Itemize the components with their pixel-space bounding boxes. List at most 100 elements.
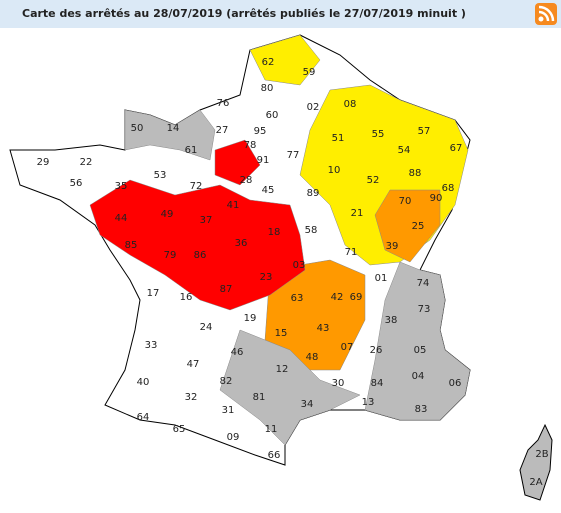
department-label: 90 <box>430 193 443 204</box>
department-label: 64 <box>137 412 150 423</box>
department-label: 21 <box>351 208 364 219</box>
department-label: 65 <box>173 424 186 435</box>
department-label: 30 <box>332 378 345 389</box>
department-label: 67 <box>450 143 463 154</box>
department-label: 55 <box>372 129 385 140</box>
department-label: 08 <box>344 99 357 110</box>
department-label: 42 <box>331 292 344 303</box>
zone-yellow-north <box>249 34 321 86</box>
department-label: 34 <box>301 399 314 410</box>
department-label: 49 <box>161 209 174 220</box>
department-label: 29 <box>37 157 50 168</box>
department-label: 17 <box>147 288 160 299</box>
department-label: 60 <box>266 110 279 121</box>
department-label: 80 <box>261 83 274 94</box>
department-label: 11 <box>265 424 278 435</box>
zone-grey-south <box>219 329 361 446</box>
header-bar: Carte des arrêtés au 28/07/2019 (arrêtés… <box>0 0 561 28</box>
department-label: 81 <box>253 392 266 403</box>
department-label: 41 <box>227 200 240 211</box>
department-label: 54 <box>398 145 411 156</box>
department-label: 78 <box>244 140 257 151</box>
department-label: 40 <box>137 377 150 388</box>
department-label: 72 <box>190 181 203 192</box>
department-label: 74 <box>417 278 430 289</box>
department-label: 27 <box>216 125 229 136</box>
rss-icon[interactable] <box>535 3 557 25</box>
department-label: 2B <box>535 449 548 460</box>
title: Carte des arrêtés au 28/07/2019 (arrêtés… <box>22 7 466 20</box>
department-label: 69 <box>350 292 363 303</box>
department-label: 87 <box>220 284 233 295</box>
department-label: 82 <box>220 376 233 387</box>
department-label: 85 <box>125 240 138 251</box>
zone-orange <box>374 189 441 263</box>
department-label: 44 <box>115 213 128 224</box>
department-label: 35 <box>115 181 128 192</box>
department-label: 46 <box>231 347 244 358</box>
zone-grey-west <box>124 109 216 161</box>
department-label: 15 <box>275 328 288 339</box>
department-label: 31 <box>222 405 235 416</box>
department-label: 62 <box>262 57 275 68</box>
department-label: 03 <box>293 260 306 271</box>
department-label: 24 <box>200 322 213 333</box>
department-label: 95 <box>254 126 267 137</box>
department-label: 12 <box>276 364 289 375</box>
map: 62 59 80 02 08 76 60 50 14 27 95 55 57 67 51 91 77 61 22 29… <box>9 34 553 501</box>
department-label: 33 <box>145 340 158 351</box>
corsica <box>519 423 553 501</box>
department-label: 01 <box>375 273 388 284</box>
department-label: 18 <box>268 227 281 238</box>
department-label: 37 <box>200 215 213 226</box>
department-label: 43 <box>317 323 330 334</box>
department-label: 06 <box>449 378 462 389</box>
department-label: 02 <box>307 102 320 113</box>
department-label: 84 <box>371 378 384 389</box>
department-label: 2A <box>529 477 542 488</box>
department-label: 79 <box>164 250 177 261</box>
department-label: 16 <box>180 292 193 303</box>
department-label: 26 <box>370 345 383 356</box>
department-label: 71 <box>345 247 358 258</box>
department-label: 70 <box>399 196 412 207</box>
department-label: 59 <box>303 67 316 78</box>
department-label: 52 <box>367 175 380 186</box>
department-label: 88 <box>409 168 422 179</box>
zone-red <box>89 179 306 311</box>
department-label: 51 <box>332 133 345 144</box>
department-label: 25 <box>412 221 425 232</box>
department-label: 48 <box>306 352 319 363</box>
department-label: 28 <box>240 175 253 186</box>
department-label: 38 <box>385 315 398 326</box>
department-label: 61 <box>185 145 198 156</box>
department-label: 05 <box>414 345 427 356</box>
department-label: 83 <box>415 404 428 415</box>
department-label: 47 <box>187 359 200 370</box>
department-label: 86 <box>194 250 207 261</box>
department-label: 07 <box>341 342 354 353</box>
department-label: 77 <box>287 150 300 161</box>
department-label: 32 <box>185 392 198 403</box>
rss-glyph <box>538 5 555 22</box>
department-label: 22 <box>80 157 93 168</box>
department-label: 39 <box>386 241 399 252</box>
department-label: 36 <box>235 238 248 249</box>
department-label: 66 <box>268 450 281 461</box>
department-label: 73 <box>418 304 431 315</box>
zone-grey-east <box>364 261 471 421</box>
department-label: 09 <box>227 432 240 443</box>
department-label: 04 <box>412 371 425 382</box>
department-label: 89 <box>307 188 320 199</box>
department-label: 91 <box>257 155 270 166</box>
department-label: 68 <box>442 183 455 194</box>
department-label: 76 <box>217 98 230 109</box>
zone-red-north <box>214 139 261 186</box>
department-label: 23 <box>260 272 273 283</box>
department-label: 14 <box>167 123 180 134</box>
department-label: 57 <box>418 126 431 137</box>
department-label: 63 <box>291 293 304 304</box>
department-label: 58 <box>305 225 318 236</box>
department-label: 56 <box>70 178 83 189</box>
